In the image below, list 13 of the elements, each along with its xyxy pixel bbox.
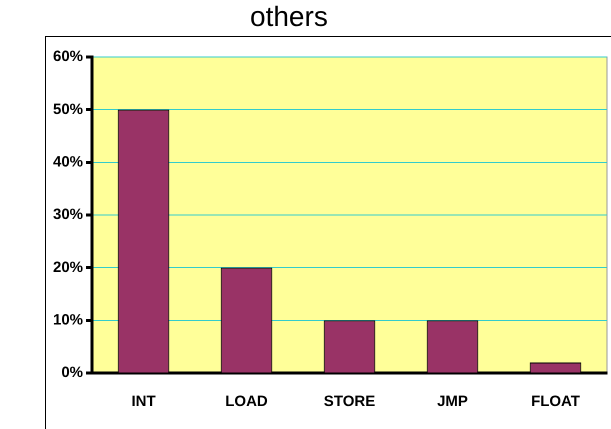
y-tick-label: 20% (52, 258, 84, 276)
x-tick-label: FLOAT (531, 393, 580, 410)
y-tick-label: 60% (52, 48, 84, 66)
x-tick-label: LOAD (225, 393, 268, 410)
y-tick-label: 50% (52, 100, 84, 118)
x-tick-label: JMP (437, 393, 468, 410)
y-tick-label: 30% (52, 206, 84, 224)
y-tick-label: 10% (52, 311, 84, 328)
x-tick-label: INT (131, 393, 156, 410)
y-tick-label: 0% (61, 364, 84, 382)
y-tick-label: 40% (52, 153, 84, 170)
x-tick-label: STORE (324, 393, 376, 410)
chart-title: others (249, 0, 329, 34)
